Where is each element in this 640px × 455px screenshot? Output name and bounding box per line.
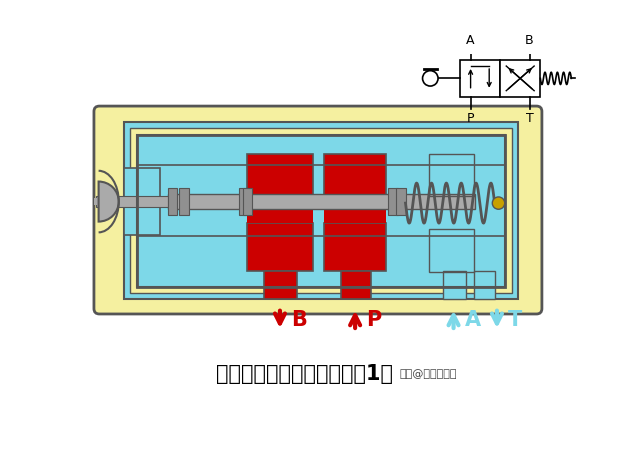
Text: T: T <box>525 111 533 124</box>
Bar <box>131 129 511 293</box>
Text: A: A <box>467 34 475 47</box>
Bar <box>264 271 297 299</box>
Bar <box>460 61 500 98</box>
Bar <box>95 197 168 207</box>
Bar <box>443 271 466 299</box>
Text: P: P <box>366 310 381 329</box>
Bar <box>94 198 109 206</box>
FancyBboxPatch shape <box>94 107 542 314</box>
Bar <box>124 168 160 236</box>
Bar <box>324 202 386 223</box>
Text: P: P <box>467 111 474 124</box>
Bar <box>239 188 248 216</box>
Bar <box>429 230 473 272</box>
Bar <box>246 155 312 202</box>
Bar <box>136 135 506 288</box>
Text: T: T <box>508 310 522 329</box>
Text: A: A <box>465 310 481 329</box>
Bar <box>243 188 252 216</box>
Bar <box>136 135 168 288</box>
Bar <box>246 202 312 223</box>
Bar <box>429 155 474 197</box>
Bar <box>474 135 506 288</box>
Bar <box>168 194 476 210</box>
Bar <box>136 261 506 288</box>
Bar <box>341 271 371 299</box>
Bar <box>324 223 386 271</box>
Text: B: B <box>525 34 534 47</box>
Bar <box>324 155 386 202</box>
Wedge shape <box>99 182 119 222</box>
Bar <box>500 61 540 98</box>
Circle shape <box>422 71 438 87</box>
Bar <box>396 188 406 216</box>
Text: 头条@一位工程师: 头条@一位工程师 <box>400 369 458 379</box>
Bar <box>429 230 474 272</box>
Bar <box>474 271 495 299</box>
Bar <box>179 188 189 216</box>
Bar <box>136 135 506 288</box>
Text: B: B <box>291 310 307 329</box>
Bar <box>168 188 177 216</box>
Circle shape <box>492 197 505 210</box>
Bar <box>246 223 312 271</box>
Bar <box>136 135 506 288</box>
Text: 二位四通换向阀，二台肩（1）: 二位四通换向阀，二台肩（1） <box>216 364 393 384</box>
Bar <box>124 123 518 300</box>
Bar <box>136 135 506 166</box>
Bar <box>388 188 397 216</box>
Bar <box>429 155 473 197</box>
